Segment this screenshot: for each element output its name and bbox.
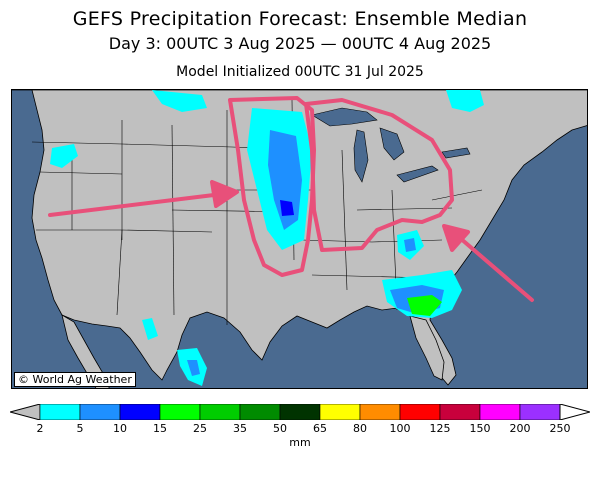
legend-tick-label: 50 [273,422,287,435]
legend-above-range [559,404,590,420]
legend-swatch [39,404,81,420]
annotation-arrow-east [458,236,534,302]
legend-swatch [479,404,521,420]
legend-tick-labels: 2 5 10 15 25 35 50 65 80 100 125 150 200 250 [0,422,600,436]
legend-swatch [279,404,321,420]
legend-swatch [119,404,161,420]
lake-superior [311,107,378,127]
legend-tick-label: 25 [193,422,207,435]
forecast-annotations [48,96,534,302]
map-canvas [12,90,587,388]
land-florida [409,315,445,381]
annotation-arrow-east-head [442,224,470,252]
legend-swatch [319,404,361,420]
legend-tick-label: 5 [76,422,84,435]
annotation-arrow-west [48,192,224,217]
legend-swatch [519,404,561,420]
model-init-text: Model Initialized 00UTC 31 Jul 2025 [176,64,424,80]
legend-tick-label: 200 [509,422,531,435]
map-title: GEFS Precipitation Forecast: Ensemble Me… [72,8,528,30]
legend-unit: mm [289,436,311,449]
lake-ontario [441,147,471,159]
legend-tick-label: 80 [353,422,367,435]
annotation-plains-outline [228,96,316,277]
legend-tick-label: 10 [113,422,127,435]
legend-tick-label: 15 [153,422,167,435]
legend-tick-label: 125 [429,422,451,435]
legend-swatch [79,404,121,420]
precip-color-legend [10,404,590,420]
legend-swatch [159,404,201,420]
lake-michigan [353,129,369,183]
legend-tick-label: 2 [36,422,44,435]
precip-shading [50,90,484,386]
legend-tick-label: 150 [469,422,491,435]
legend-swatch [199,404,241,420]
legend-swatch [399,404,441,420]
legend-swatch [359,404,401,420]
credit-label: © World Ag Weather [14,372,136,387]
legend-below-range [10,404,41,420]
annotation-midwest-outline [304,98,454,252]
land-baja [61,314,110,388]
legend-tick-label: 35 [233,422,247,435]
legend-tick-label: 65 [313,422,327,435]
legend-tick-label: 100 [389,422,411,435]
precipitation-map: © World Ag Weather [11,89,588,389]
lake-erie [396,165,439,183]
legend-swatch [439,404,481,420]
annotation-arrow-west-head [210,180,239,208]
legend-swatch [239,404,281,420]
lake-huron [379,127,405,161]
map-subtitle: Day 3: 00UTC 3 Aug 2025 — 00UTC 4 Aug 20… [108,34,492,53]
legend-tick-label: 250 [549,422,571,435]
